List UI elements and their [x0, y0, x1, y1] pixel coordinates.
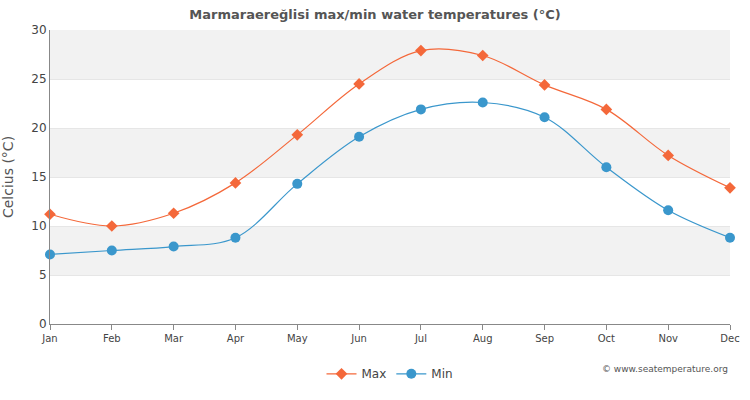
svg-text:Jun: Jun — [350, 333, 367, 344]
svg-text:30: 30 — [31, 23, 46, 37]
svg-text:Celcius (°C): Celcius (°C) — [0, 136, 16, 218]
svg-text:Dec: Dec — [720, 333, 739, 344]
svg-text:10: 10 — [31, 219, 46, 233]
svg-text:© www.seatemperature.org: © www.seatemperature.org — [602, 364, 728, 374]
svg-text:Max: Max — [362, 367, 387, 381]
svg-text:20: 20 — [31, 121, 46, 135]
svg-text:Jul: Jul — [414, 333, 427, 344]
svg-text:15: 15 — [31, 170, 46, 184]
svg-text:0: 0 — [39, 317, 47, 331]
svg-text:Oct: Oct — [598, 333, 615, 344]
svg-text:25: 25 — [31, 72, 46, 86]
svg-text:Min: Min — [431, 367, 452, 381]
svg-text:Nov: Nov — [658, 333, 678, 344]
svg-text:Mar: Mar — [164, 333, 184, 344]
svg-text:Sep: Sep — [535, 333, 554, 344]
svg-text:Aug: Aug — [473, 333, 493, 344]
svg-text:May: May — [287, 333, 308, 344]
svg-text:Marmaraereğlisi max/min water: Marmaraereğlisi max/min water temperatur… — [189, 7, 560, 22]
svg-text:Feb: Feb — [103, 333, 121, 344]
svg-text:Jan: Jan — [41, 333, 57, 344]
svg-text:Apr: Apr — [227, 333, 245, 344]
svg-text:5: 5 — [39, 268, 47, 282]
